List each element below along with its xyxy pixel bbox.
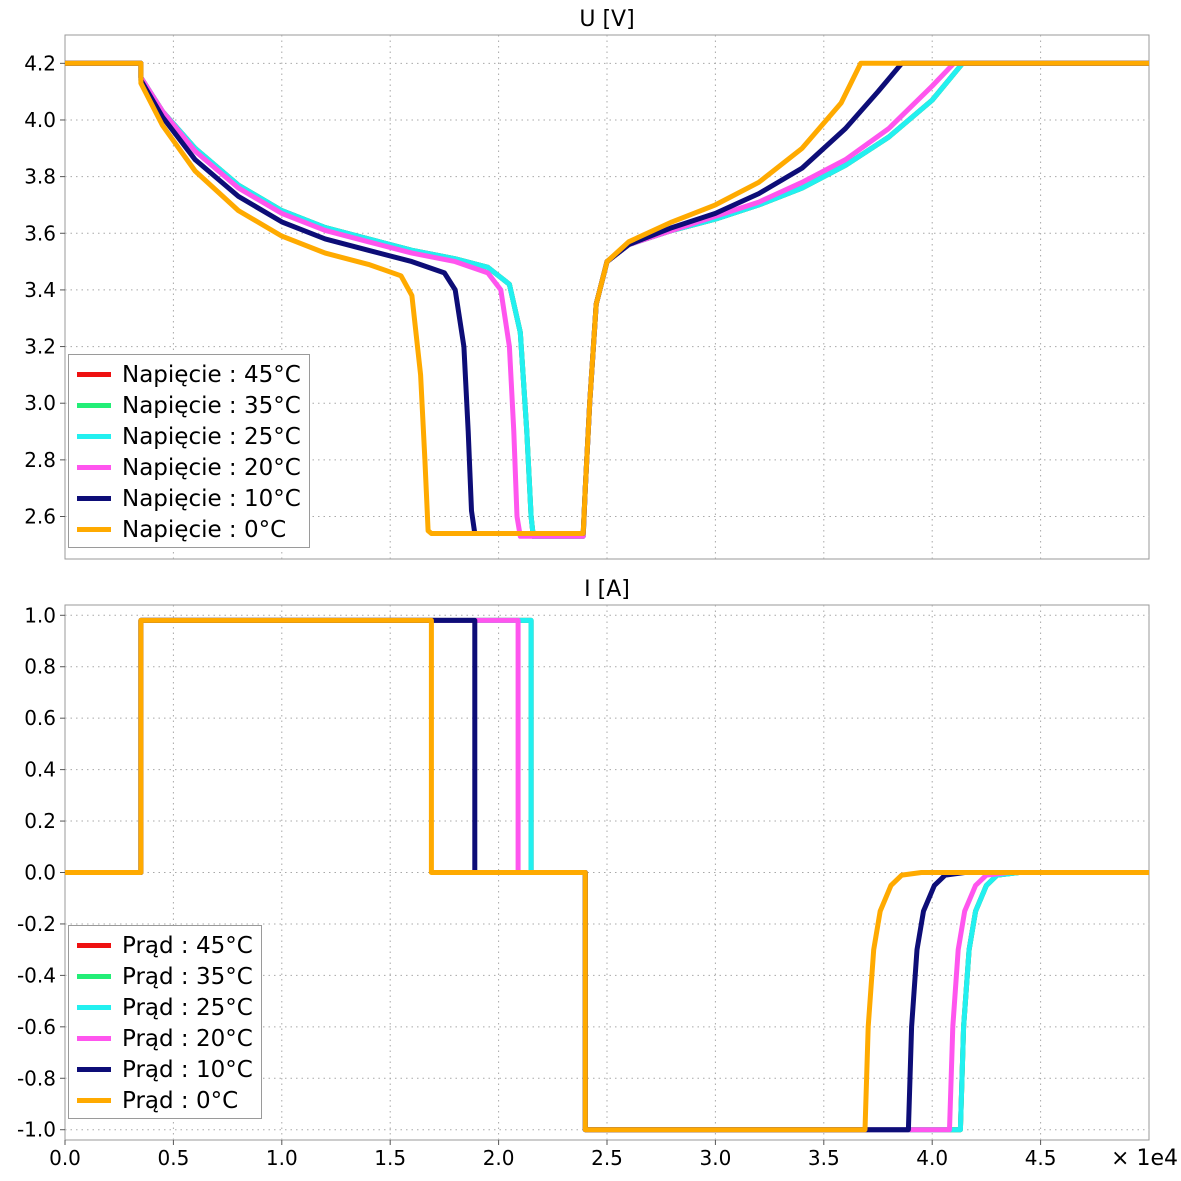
series-line-20c [65, 60, 1149, 539]
legend-swatch [77, 372, 111, 377]
legend-label: Prąd : 35°C [122, 963, 253, 990]
legend-item: Napięcie : 0°C [77, 514, 301, 545]
legend-label: Prąd : 25°C [122, 994, 253, 1021]
legend-label: Prąd : 20°C [122, 1025, 253, 1052]
legend-item: Prąd : 45°C [77, 930, 253, 961]
legend-swatch [77, 465, 111, 470]
legend-swatch [77, 1098, 111, 1103]
y-tick-label: 3.4 [24, 278, 56, 302]
y-tick-label: 2.6 [24, 505, 56, 529]
x-tick-label: 2.0 [483, 1146, 515, 1170]
legend-label: Prąd : 10°C [122, 1056, 253, 1083]
voltage-y-ticks: 2.6 2.8 3.0 3.2 3.4 3.6 3.8 4.0 4.2 [24, 51, 65, 529]
y-tick-label: 0.0 [24, 861, 56, 885]
x-tick-label: 4.0 [916, 1146, 948, 1170]
y-tick-label: 0.2 [24, 809, 56, 833]
voltage-chart: U [V] 2.6 2.8 3.0 3.2 3.4 3.6 3.8 4.0 4.2 [24, 7, 1150, 560]
current-series [65, 617, 1149, 1133]
legend-item: Napięcie : 25°C [77, 421, 301, 452]
legend-label: Napięcie : 0°C [122, 516, 287, 543]
legend-item: Prąd : 25°C [77, 992, 253, 1023]
x-tick-label: 0.5 [157, 1146, 189, 1170]
y-tick-label: -0.4 [17, 963, 56, 987]
y-tick-label: -1.0 [17, 1118, 56, 1142]
legend-label: Napięcie : 20°C [122, 454, 301, 481]
voltage-chart-title: U [V] [579, 7, 634, 32]
series-line-0c [65, 617, 1149, 1133]
legend-swatch [77, 974, 111, 979]
legend-swatch [77, 527, 111, 532]
legend-item: Napięcie : 20°C [77, 452, 301, 483]
legend-swatch [77, 1005, 111, 1010]
legend-label: Prąd : 45°C [122, 932, 253, 959]
y-tick-label: 3.8 [24, 165, 56, 189]
x-tick-label: 3.0 [699, 1146, 731, 1170]
legend-item: Prąd : 0°C [77, 1085, 253, 1116]
y-tick-label: 4.0 [24, 108, 56, 132]
y-tick-label: 3.2 [24, 335, 56, 359]
legend-label: Prąd : 0°C [122, 1087, 239, 1114]
y-tick-label: 1.0 [24, 603, 56, 627]
current-chart-title: I [A] [584, 577, 630, 602]
series-line-0c [65, 60, 1149, 536]
y-tick-label: -0.8 [17, 1066, 56, 1090]
x-tick-label: 1.5 [374, 1146, 406, 1170]
legend-swatch [77, 403, 111, 408]
x-tick-label: 0.0 [49, 1146, 81, 1170]
x-axis-ticks: 0.0 0.5 1.0 1.5 2.0 2.5 3.0 3.5 4.0 4.5 [49, 1140, 1057, 1170]
legend-swatch [77, 1036, 111, 1041]
legend-swatch [77, 943, 111, 948]
y-tick-label: 0.8 [24, 655, 56, 679]
legend-item: Napięcie : 35°C [77, 390, 301, 421]
series-line-10c [65, 60, 1149, 536]
legend-item: Prąd : 10°C [77, 1054, 253, 1085]
y-tick-label: -0.6 [17, 1015, 56, 1039]
legend-swatch [77, 1067, 111, 1072]
x-tick-label: 3.5 [808, 1146, 840, 1170]
x-tick-label: 2.5 [591, 1146, 623, 1170]
legend-item: Prąd : 35°C [77, 961, 253, 992]
legend-swatch [77, 434, 111, 439]
legend-label: Napięcie : 10°C [122, 485, 301, 512]
x-tick-label: 1.0 [266, 1146, 298, 1170]
y-tick-label: 2.8 [24, 448, 56, 472]
voltage-legend: Napięcie : 45°C Napięcie : 35°C Napięcie :… [68, 354, 310, 548]
x-tick-label: 4.5 [1025, 1146, 1057, 1170]
current-y-ticks: 1.0 0.8 0.6 0.4 0.2 0.0 -0.2 -0.4 -0.6 -0.8 -1.0 [17, 603, 65, 1142]
y-tick-label: 3.6 [24, 221, 56, 245]
legend-label: Napięcie : 25°C [122, 423, 301, 450]
y-tick-label: 0.4 [24, 758, 56, 782]
current-legend: Prąd : 45°C Prąd : 35°C Prąd : 25°C Prąd : … [68, 925, 262, 1119]
legend-swatch [77, 496, 111, 501]
y-tick-label: 0.6 [24, 706, 56, 730]
legend-label: Napięcie : 35°C [122, 392, 301, 419]
x-multiplier-label: × 1e4 [1111, 1146, 1178, 1171]
voltage-series [65, 60, 1149, 539]
legend-item: Napięcie : 45°C [77, 359, 301, 390]
y-tick-label: 3.0 [24, 391, 56, 415]
legend-label: Napięcie : 45°C [122, 361, 301, 388]
y-tick-label: -0.2 [17, 912, 56, 936]
y-tick-label: 4.2 [24, 51, 56, 75]
legend-item: Prąd : 20°C [77, 1023, 253, 1054]
legend-item: Napięcie : 10°C [77, 483, 301, 514]
